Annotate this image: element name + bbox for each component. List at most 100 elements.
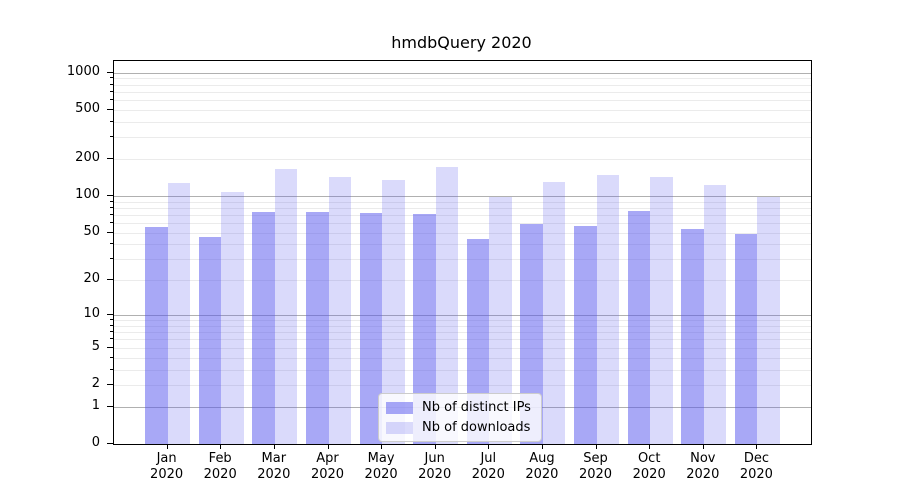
x-tick-mark-dec	[756, 444, 758, 449]
bar-nb-of-downloads-feb	[221, 191, 244, 444]
gridline-minor-400	[114, 121, 811, 123]
gridline-minor-30	[114, 259, 811, 261]
x-tick-mark-sep	[595, 444, 597, 449]
bar-nb-of-distinct-ips-dec	[734, 233, 758, 444]
legend-label: Nb of downloads	[422, 420, 531, 435]
gridline-minor-50	[114, 232, 811, 234]
x-tick-label-dec: Dec 2020	[739, 451, 773, 482]
y-minortick-mark-900	[110, 77, 113, 79]
y-tick-label-100: 100	[75, 186, 100, 202]
x-tick-mark-apr	[327, 444, 329, 449]
x-tick-mark-may	[381, 444, 383, 449]
y-tick-mark-20	[107, 279, 113, 281]
y-minortick-mark-80	[110, 206, 113, 208]
y-minortick-mark-300	[110, 136, 113, 138]
y-tick-label-500: 500	[75, 100, 100, 116]
bar-nb-of-downloads-mar	[274, 169, 298, 444]
gridline-minor-500	[114, 109, 811, 111]
y-minortick-mark-40	[110, 243, 113, 245]
bar-nb-of-distinct-ips-jun	[413, 214, 436, 444]
y-tick-mark-10	[107, 314, 113, 316]
x-tick-mark-oct	[649, 444, 651, 449]
x-tick-label-sep: Sep 2020	[578, 451, 613, 482]
y-minortick-mark-30	[110, 258, 113, 260]
bar-nb-of-downloads-jun	[435, 166, 459, 444]
y-minortick-mark-800	[110, 83, 113, 85]
gridline-minor-3	[114, 369, 811, 371]
y-minortick-mark-9	[110, 319, 113, 321]
gridline-minor-4	[114, 357, 811, 359]
y-tick-label-1: 1	[91, 397, 100, 413]
x-tick-label-mar: Mar 2020	[257, 451, 291, 482]
bar-nb-of-distinct-ips-jan	[145, 226, 168, 444]
y-minortick-mark-700	[110, 90, 113, 92]
y-tick-label-2: 2	[91, 375, 100, 391]
gridline-minor-5	[114, 347, 811, 349]
y-minortick-mark-600	[110, 99, 113, 100]
y-tick-label-50: 50	[83, 223, 100, 239]
y-tick-mark-500	[107, 108, 113, 110]
y-tick-label-10: 10	[83, 306, 100, 322]
y-tick-mark-0	[107, 443, 113, 444]
gridline-minor-70	[114, 214, 811, 216]
y-tick-label-0: 0	[91, 435, 100, 450]
bar-nb-of-downloads-jul	[489, 196, 512, 444]
legend: Nb of distinct IPs Nb of downloads	[378, 393, 542, 442]
y-tick-mark-100	[107, 194, 113, 196]
y-minortick-mark-6	[110, 338, 113, 340]
bar-nb-of-downloads-nov	[703, 185, 727, 444]
x-tick-mark-aug	[541, 444, 543, 449]
x-tick-label-jun: Jun 2020	[418, 451, 452, 482]
legend-swatch-icon	[386, 421, 413, 434]
gridline-major-10	[114, 315, 811, 317]
x-tick-label-apr: Apr 2020	[310, 451, 345, 482]
bar-nb-of-distinct-ips-aug	[520, 223, 543, 444]
bar-nb-of-distinct-ips-sep	[574, 225, 597, 444]
bar-nb-of-distinct-ips-may	[359, 212, 383, 444]
y-tick-label-5: 5	[91, 338, 100, 354]
y-minortick-mark-90	[110, 200, 113, 202]
x-tick-label-may: May 2020	[364, 451, 398, 482]
bar-nb-of-downloads-jan	[167, 183, 191, 444]
gridline-minor-700	[114, 91, 811, 93]
legend-label: Nb of distinct IPs	[422, 400, 531, 415]
bar-nb-of-downloads-aug	[542, 181, 566, 444]
bar-nb-of-distinct-ips-jul	[466, 239, 490, 444]
gridline-major-1000	[114, 72, 811, 74]
y-minortick-mark-8	[110, 324, 113, 326]
x-tick-mark-jul	[488, 444, 490, 449]
gridline-minor-2	[114, 384, 811, 386]
y-tick-label-1000: 1000	[66, 63, 100, 79]
gridline-minor-600	[114, 100, 811, 101]
bar-nb-of-distinct-ips-feb	[198, 237, 222, 444]
y-tick-mark-1	[107, 405, 113, 407]
gridline-minor-800	[114, 84, 811, 86]
x-tick-mark-feb	[220, 444, 222, 449]
y-tick-mark-2	[107, 383, 113, 385]
legend-item-nb-of-downloads: Nb of downloads	[386, 420, 531, 435]
gridline-minor-900	[114, 78, 811, 80]
gridline-minor-90	[114, 201, 811, 203]
gridline-minor-8	[114, 325, 811, 327]
chart-title: hmdbQuery 2020	[391, 33, 532, 52]
legend-item-nb-of-distinct-ips: Nb of distinct IPs	[386, 400, 531, 415]
y-tick-mark-200	[107, 157, 113, 159]
legend-swatch-icon	[386, 401, 413, 414]
x-tick-label-aug: Aug 2020	[525, 451, 559, 482]
x-tick-label-jan: Jan 2020	[150, 451, 184, 482]
bar-nb-of-distinct-ips-mar	[252, 211, 275, 444]
bar-nb-of-downloads-apr	[328, 177, 351, 444]
bar-nb-of-downloads-oct	[650, 176, 673, 444]
bar-nb-of-distinct-ips-nov	[681, 228, 704, 444]
gridline-minor-300	[114, 137, 811, 139]
bar-nb-of-distinct-ips-apr	[306, 211, 329, 444]
gridline-minor-80	[114, 207, 811, 209]
x-tick-mark-jun	[434, 444, 436, 449]
y-tick-mark-50	[107, 231, 113, 233]
gridline-minor-9	[114, 320, 811, 322]
bar-nb-of-downloads-dec	[757, 196, 780, 444]
y-tick-label-200: 200	[75, 149, 100, 165]
gridline-major-100	[114, 195, 811, 197]
y-tick-label-20: 20	[83, 271, 100, 287]
